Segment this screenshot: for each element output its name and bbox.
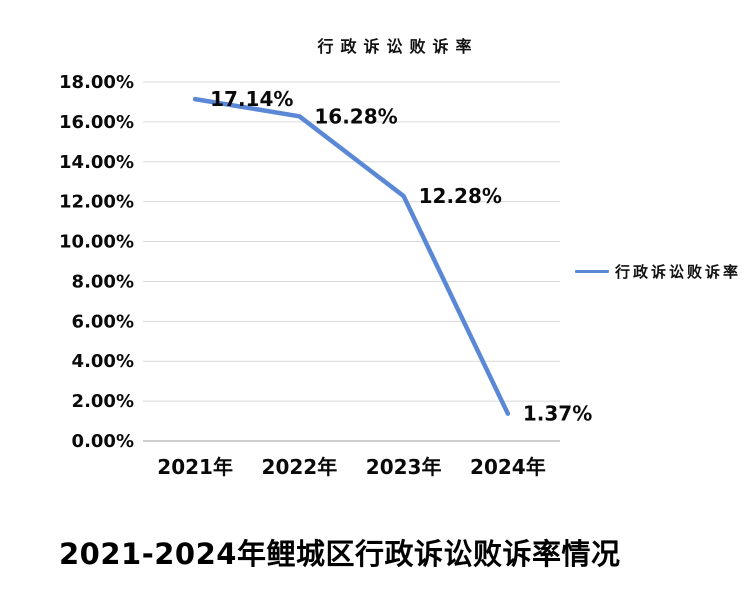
x-axis-tick-label: 2023年: [366, 455, 442, 479]
x-axis-tick-label: 2021年: [157, 455, 233, 479]
line-chart-plot: 0.00% 2.00% 4.00% 6.00% 8.00% 10.00% 12.00% 14.…: [59, 72, 592, 479]
data-label: 16.28%: [314, 104, 397, 128]
y-axis-tick-label: 0.00%: [72, 431, 134, 452]
y-axis-tick-label: 6.00%: [72, 311, 134, 332]
legend-line-swatch: [575, 270, 609, 273]
data-label: 17.14%: [210, 87, 293, 111]
y-axis-tick-label: 12.00%: [59, 192, 134, 213]
y-axis-tick-label: 14.00%: [59, 152, 134, 173]
chart-title: 行政诉讼败诉率: [317, 37, 479, 56]
y-axis-tick-label: 4.00%: [72, 351, 134, 372]
x-axis-tick-label: 2022年: [262, 455, 338, 479]
y-axis-tick-label: 16.00%: [59, 112, 134, 133]
y-axis-tick-label: 10.00%: [59, 232, 134, 253]
series-line: [192, 96, 511, 416]
y-axis-tick-label: 18.00%: [59, 72, 134, 93]
data-label: 12.28%: [419, 184, 502, 208]
chart-caption: 2021-2024年鲤城区行政诉讼败诉率情况: [59, 537, 621, 571]
x-axis-tick-label: 2024年: [470, 455, 546, 479]
legend-label: 行政诉讼败诉率: [615, 263, 742, 281]
y-axis-tick-label: 8.00%: [72, 271, 134, 292]
data-label: 1.37%: [523, 402, 592, 426]
y-axis-tick-label: 2.00%: [72, 391, 134, 412]
legend: 行政诉讼败诉率: [575, 262, 741, 281]
